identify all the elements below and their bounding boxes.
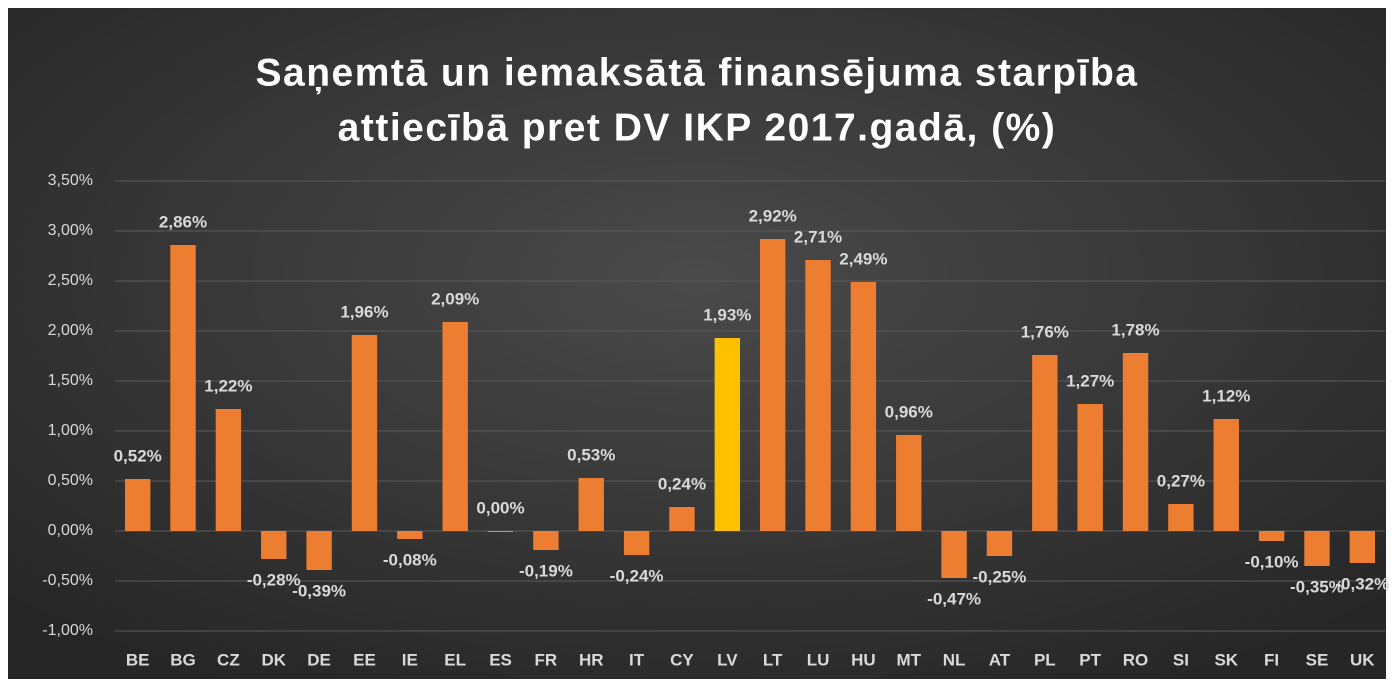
value-label: 2,71% — [794, 227, 842, 246]
x-tick-label: EE — [353, 650, 376, 669]
value-label: 1,96% — [340, 302, 388, 321]
y-tick-label: 1,50% — [48, 372, 93, 389]
x-tick-label: FI — [1264, 650, 1279, 669]
bar — [896, 435, 922, 531]
x-tick-label: CY — [670, 650, 694, 669]
bar — [215, 409, 242, 531]
x-tick-label: FR — [535, 650, 558, 669]
bar — [941, 531, 967, 578]
y-tick-label: -0,50% — [42, 572, 93, 589]
chart-title: Saņemtā un iemaksātā finansējuma starpīb… — [256, 51, 1139, 94]
bar — [1032, 355, 1058, 531]
value-label: 1,78% — [1111, 320, 1159, 339]
x-tick-label: SE — [1306, 650, 1329, 669]
bar — [850, 282, 877, 531]
value-label: 0,52% — [114, 446, 162, 465]
value-label: -0,25% — [973, 567, 1027, 586]
x-tick-label: PT — [1079, 650, 1101, 669]
value-label: 0,53% — [567, 445, 615, 464]
x-tick-label: LU — [807, 650, 830, 669]
bar — [1349, 531, 1376, 563]
value-label: -0,24% — [610, 566, 664, 585]
x-tick-label: ES — [489, 650, 512, 669]
value-label: 0,96% — [885, 402, 933, 421]
x-tick-label: DK — [261, 650, 286, 669]
y-tick-label: 3,00% — [48, 222, 93, 239]
value-label: 1,93% — [703, 305, 751, 324]
value-label: -0,19% — [519, 561, 573, 580]
x-tick-label: BE — [126, 650, 150, 669]
x-tick-label: BG — [170, 650, 196, 669]
x-tick-label: LV — [717, 650, 738, 669]
value-label: 1,12% — [1202, 386, 1250, 405]
bar — [805, 260, 831, 531]
bar — [442, 322, 468, 531]
value-label: -0,35% — [1290, 577, 1344, 596]
x-tick-label: HU — [851, 650, 876, 669]
bar — [1258, 531, 1285, 541]
x-tick-label: LT — [763, 650, 783, 669]
bar — [578, 478, 604, 531]
x-tick-label: RO — [1123, 650, 1149, 669]
bar — [714, 338, 741, 531]
value-label: -0,32% — [1335, 574, 1389, 593]
value-label: -0,08% — [383, 550, 437, 569]
x-tick-label: EL — [444, 650, 466, 669]
x-tick-label: HR — [579, 650, 604, 669]
chart-title: attiecībā pret DV IKP 2017.gadā, (%) — [338, 106, 1057, 149]
bar — [170, 245, 196, 531]
value-label: -0,39% — [292, 581, 346, 600]
value-label: 1,22% — [204, 376, 252, 395]
value-label: 2,09% — [431, 289, 479, 308]
y-tick-label: 1,00% — [48, 422, 93, 439]
bar — [533, 531, 559, 550]
value-label: -0,10% — [1245, 552, 1299, 571]
y-tick-label: -1,00% — [42, 622, 93, 639]
x-tick-label: SI — [1173, 650, 1189, 669]
bar — [669, 507, 695, 531]
bar — [397, 531, 423, 539]
bar — [1077, 404, 1103, 531]
value-label: -0,47% — [927, 589, 981, 608]
value-label: -0,28% — [247, 570, 301, 589]
bar — [1304, 531, 1330, 566]
x-tick-label: CZ — [217, 650, 240, 669]
bar — [1122, 353, 1149, 531]
y-tick-label: 3,50% — [48, 172, 93, 189]
value-label: 0,24% — [658, 474, 706, 493]
value-label: 2,92% — [749, 206, 797, 225]
value-label: 0,00% — [476, 498, 524, 517]
bar — [986, 531, 1013, 556]
y-tick-label: 0,00% — [48, 522, 93, 539]
x-tick-label: IT — [629, 650, 645, 669]
value-label: 1,27% — [1066, 371, 1114, 390]
y-tick-label: 2,50% — [48, 272, 93, 289]
y-tick-label: 0,50% — [48, 472, 93, 489]
value-label: 2,49% — [839, 249, 887, 268]
value-label: 1,76% — [1021, 322, 1069, 341]
x-tick-label: DE — [307, 650, 331, 669]
bar — [351, 335, 378, 531]
value-label: 0,27% — [1157, 471, 1205, 490]
bar — [306, 531, 332, 570]
x-tick-label: IE — [402, 650, 418, 669]
bar — [759, 239, 786, 531]
bar — [623, 531, 650, 555]
bar — [1168, 504, 1194, 531]
x-tick-label: AT — [989, 650, 1011, 669]
x-tick-label: UK — [1350, 650, 1375, 669]
bar — [487, 531, 514, 532]
bar — [261, 531, 287, 559]
value-label: 2,86% — [159, 212, 207, 231]
x-tick-label: NL — [943, 650, 966, 669]
x-tick-label: MT — [896, 650, 921, 669]
x-tick-label: SK — [1214, 650, 1238, 669]
bar — [124, 479, 151, 531]
bar — [1213, 419, 1239, 531]
y-tick-label: 2,00% — [48, 322, 93, 339]
x-tick-label: PL — [1034, 650, 1056, 669]
background — [8, 8, 1386, 679]
